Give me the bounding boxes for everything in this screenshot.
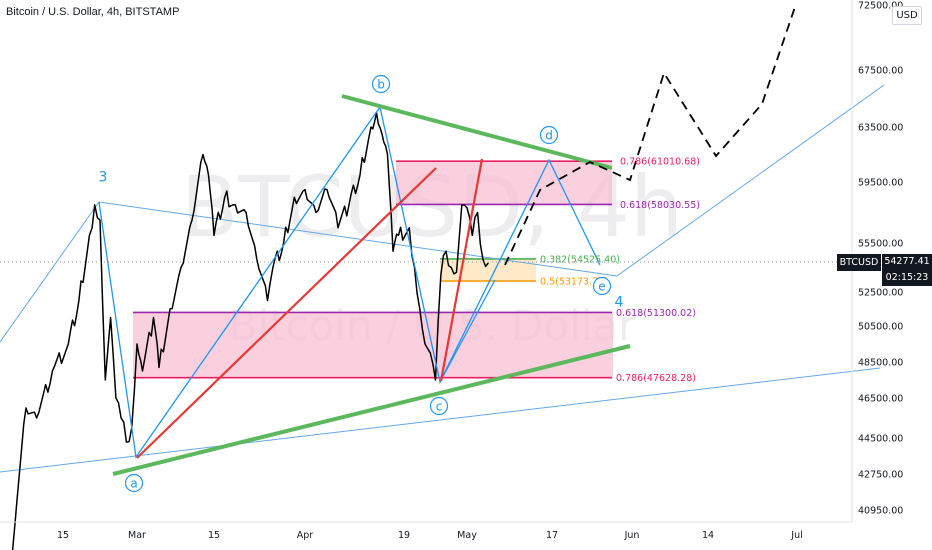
price-tick-label: 48500.00	[858, 358, 903, 369]
channel-upper-line	[0, 201, 100, 343]
chart-title: Bitcoin / U.S. Dollar, 4h, BITSTAMP	[6, 6, 180, 18]
wave-label-circle	[371, 74, 391, 94]
green-lower-trend-line	[112, 344, 631, 476]
time-tick-label: Mar	[128, 530, 146, 541]
wave-label: c	[436, 400, 443, 414]
upper-fib-zone	[396, 161, 612, 205]
price-axis[interactable]: 72500.00 67500.00 63500.00 59500.00 55500.00…	[858, 1, 903, 517]
price-tick-label: 46500.00	[858, 394, 903, 405]
price-tick-label: 40950.00	[858, 506, 903, 517]
price-tick-label: 52500.00	[858, 288, 903, 299]
wave-label-circle	[429, 396, 449, 416]
plot-area[interactable]	[0, 0, 852, 522]
last-price-value: 54277.41	[884, 256, 930, 267]
lower-fib-zone	[133, 312, 613, 378]
channel-lines	[0, 84, 885, 473]
wave-blue-extra-line	[439, 279, 496, 383]
price-tick-label: 59500.00	[858, 178, 903, 189]
time-tick-label: 17	[546, 530, 558, 541]
wave-label: a	[130, 477, 137, 491]
wave-label-circle	[539, 125, 559, 145]
mid-fib-zone	[440, 258, 536, 281]
price-tick-label: 67500.00	[858, 66, 903, 77]
wave-label: 3	[99, 170, 108, 186]
channel-breakout-line	[616, 84, 885, 277]
fib-level-label: 0.382(54525.40)	[540, 254, 620, 265]
wave-label: b	[377, 78, 385, 92]
price-tick-label: 44500.00	[858, 434, 903, 445]
projection-dashed-line	[504, 3, 797, 266]
candle-countdown: 02:15:23	[885, 272, 929, 283]
wave-label: e	[598, 280, 605, 294]
price-tick-label: 50500.00	[858, 322, 903, 333]
time-tick-label: 15	[57, 530, 69, 541]
price-series-line	[11, 112, 489, 550]
fib-level-label: 0.618(58030.55)	[620, 200, 700, 211]
fib-level-label: 0.618(51300.02)	[616, 308, 696, 319]
time-tick-label: May	[457, 530, 477, 541]
wave-label: 4	[615, 295, 624, 311]
wave-label-circle	[592, 276, 612, 296]
price-tick-label: 42750.00	[858, 470, 903, 481]
wave-lines	[98, 94, 631, 476]
time-tick-label: 14	[702, 530, 714, 541]
time-tick-label: Jun	[624, 530, 640, 541]
price-tick-label: 63500.00	[858, 123, 903, 134]
price-tick-label: 55500.00	[858, 239, 903, 250]
fib-level-label: 0.786(61010.68)	[620, 157, 700, 168]
ticker-label: BTCUSD	[837, 254, 881, 271]
price-tick-label: 72500.00	[858, 1, 903, 12]
green-upper-trend-line	[341, 94, 613, 170]
time-tick-label: 15	[208, 530, 220, 541]
wave-label: d	[545, 129, 553, 143]
fib-level-label: 0.5(53173.70)	[540, 276, 608, 287]
time-axis[interactable]: 15 Mar 15 Apr 19 May 17 Jun 14 Jul	[57, 530, 803, 541]
fib-labels: 0.786(61010.68) 0.618(58030.55) 0.382(5452…	[540, 157, 700, 384]
wave-label-circle	[124, 473, 144, 493]
time-tick-label: 19	[398, 530, 410, 541]
red-trend-line-2	[439, 158, 484, 382]
last-price-badge: 54277.41 02:15:23	[882, 254, 932, 286]
fib-level-label: 0.786(47628.28)	[616, 373, 696, 384]
channel-lower-line	[0, 367, 881, 473]
time-tick-label: Apr	[297, 530, 314, 541]
wave-labels: 3 a b c d e4	[99, 74, 624, 493]
time-tick-label: Jul	[790, 530, 802, 541]
fib-zones	[133, 160, 613, 379]
channel-mid-line	[98, 201, 618, 277]
currency-button[interactable]: USD	[892, 6, 922, 25]
wave-blue-line	[98, 105, 601, 459]
red-trend-line-1	[136, 167, 437, 459]
